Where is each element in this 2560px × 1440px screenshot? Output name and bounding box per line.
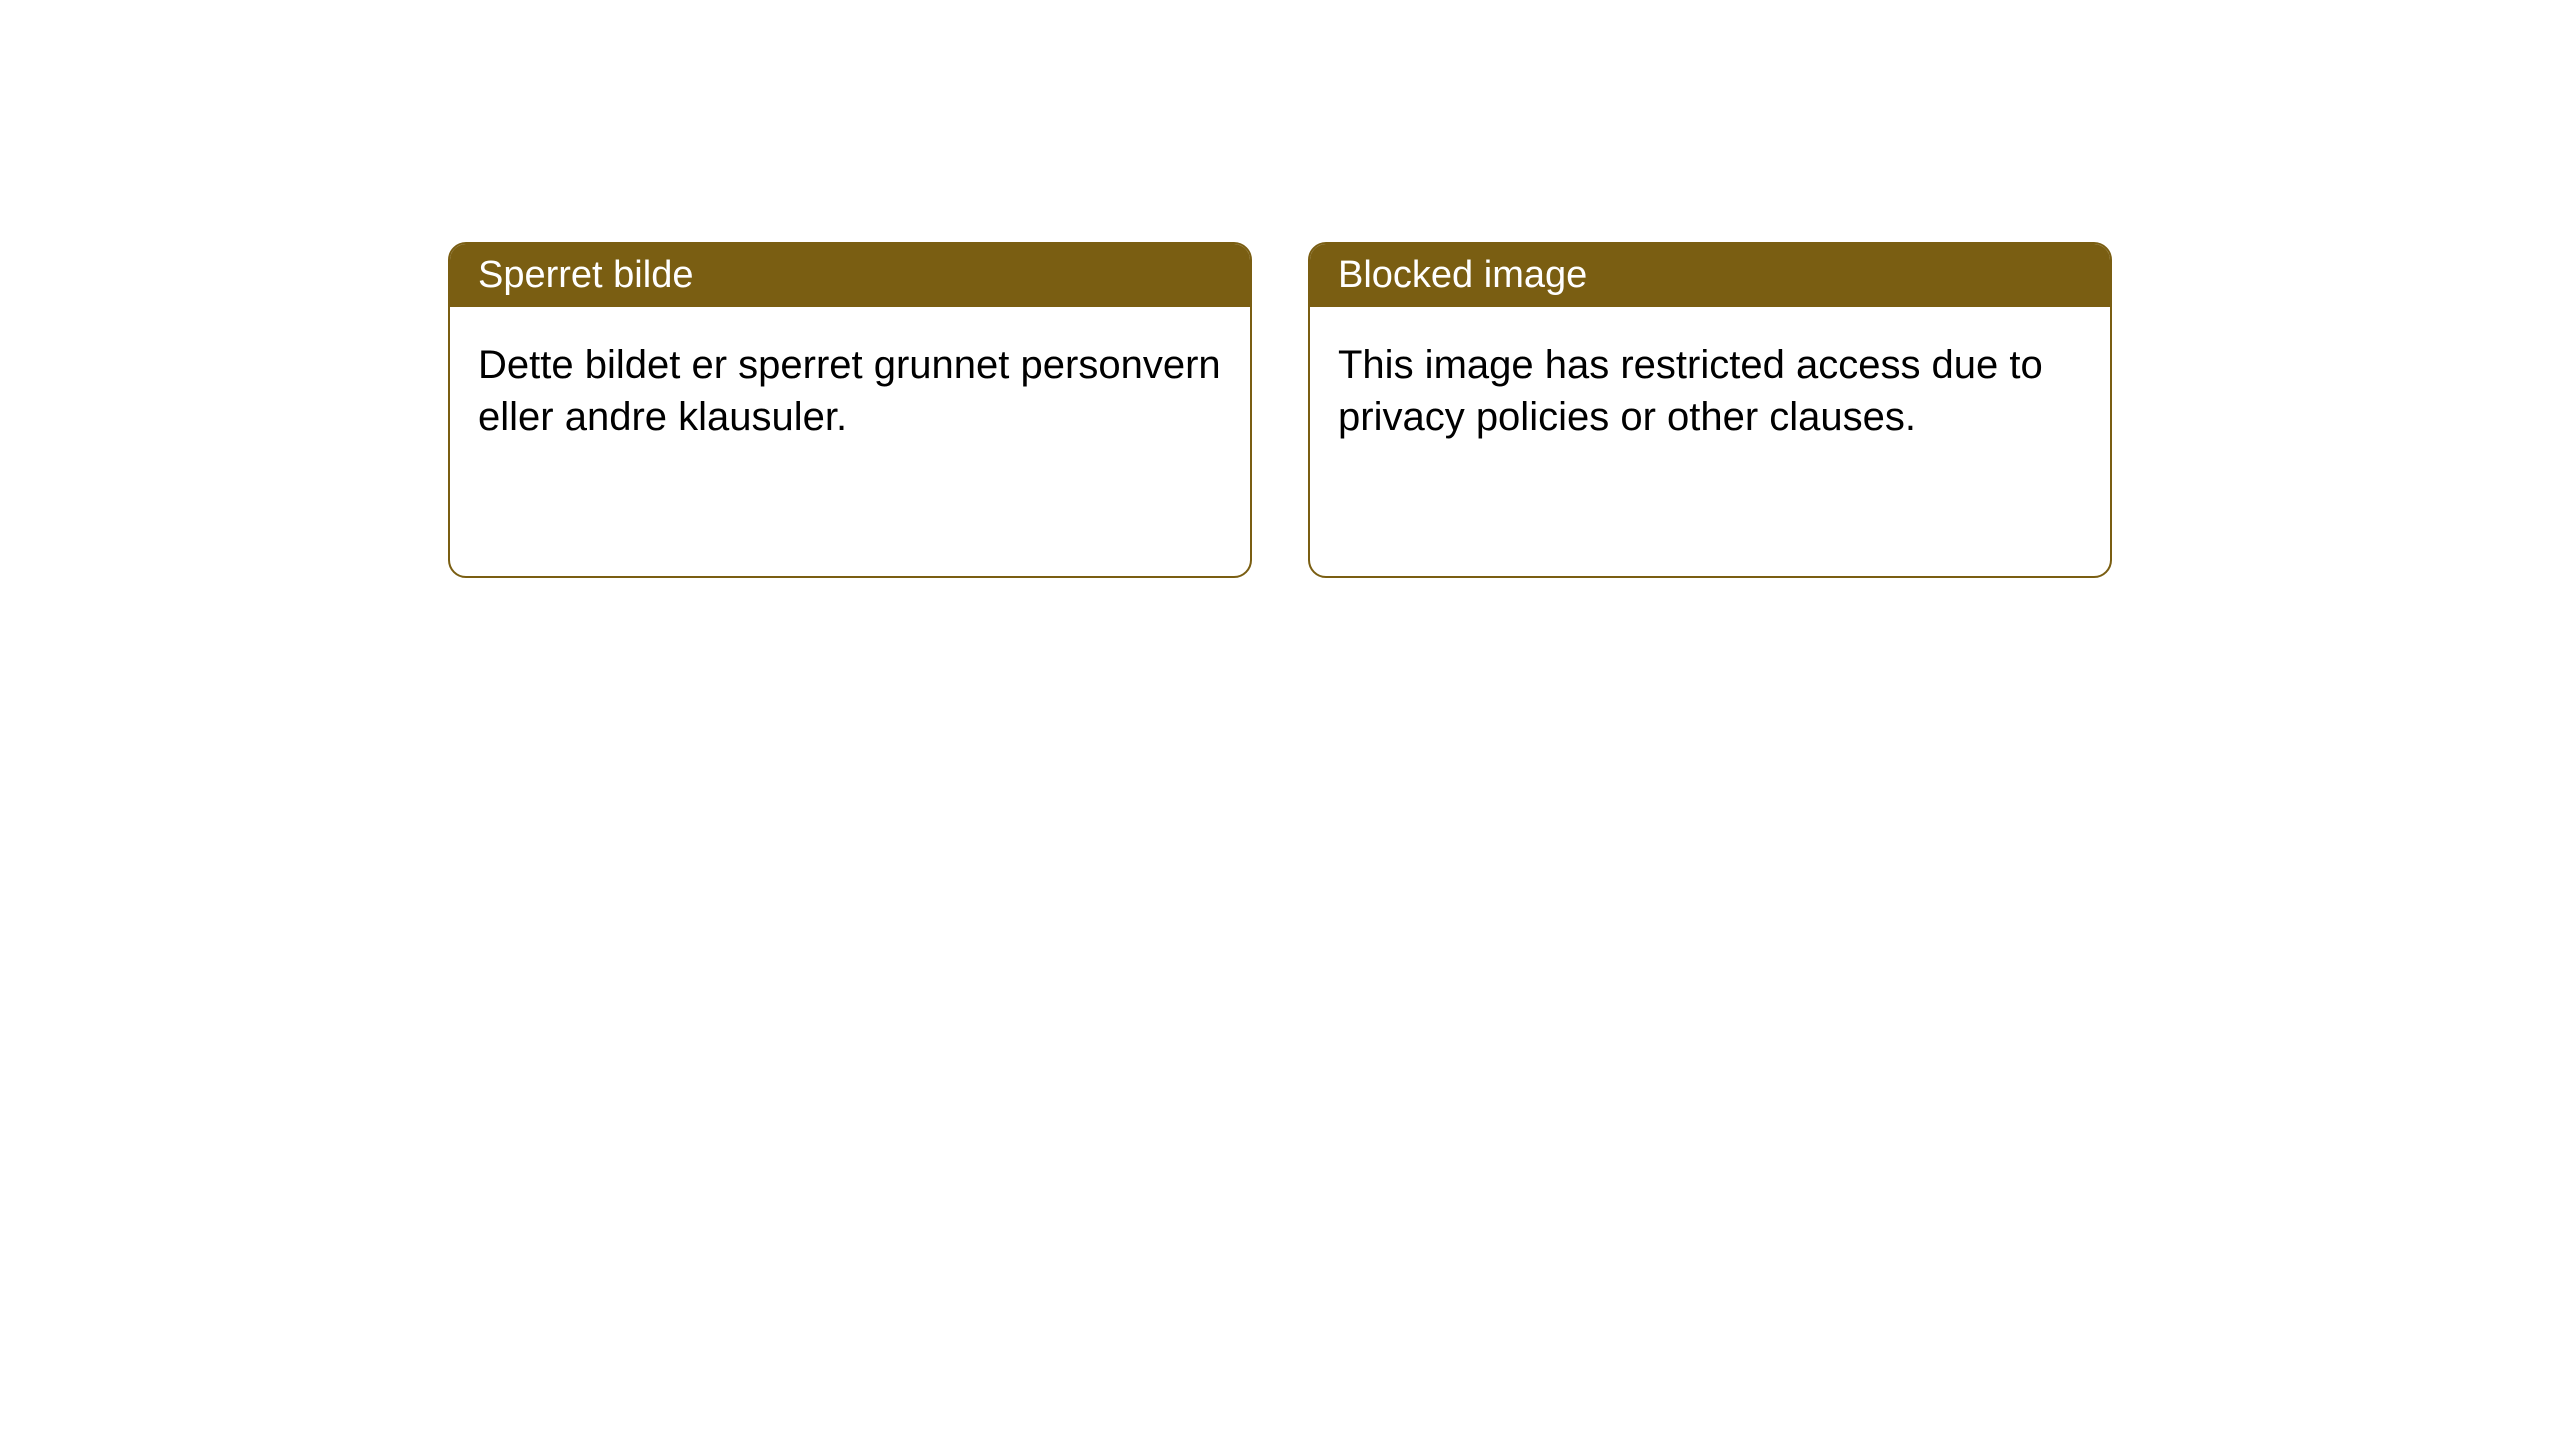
card-header: Sperret bilde — [450, 244, 1250, 307]
card-header: Blocked image — [1310, 244, 2110, 307]
card-body: Dette bildet er sperret grunnet personve… — [450, 307, 1250, 475]
card-body: This image has restricted access due to … — [1310, 307, 2110, 475]
blocked-image-card-no: Sperret bilde Dette bildet er sperret gr… — [448, 242, 1252, 578]
notice-container: Sperret bilde Dette bildet er sperret gr… — [0, 0, 2560, 578]
blocked-image-card-en: Blocked image This image has restricted … — [1308, 242, 2112, 578]
